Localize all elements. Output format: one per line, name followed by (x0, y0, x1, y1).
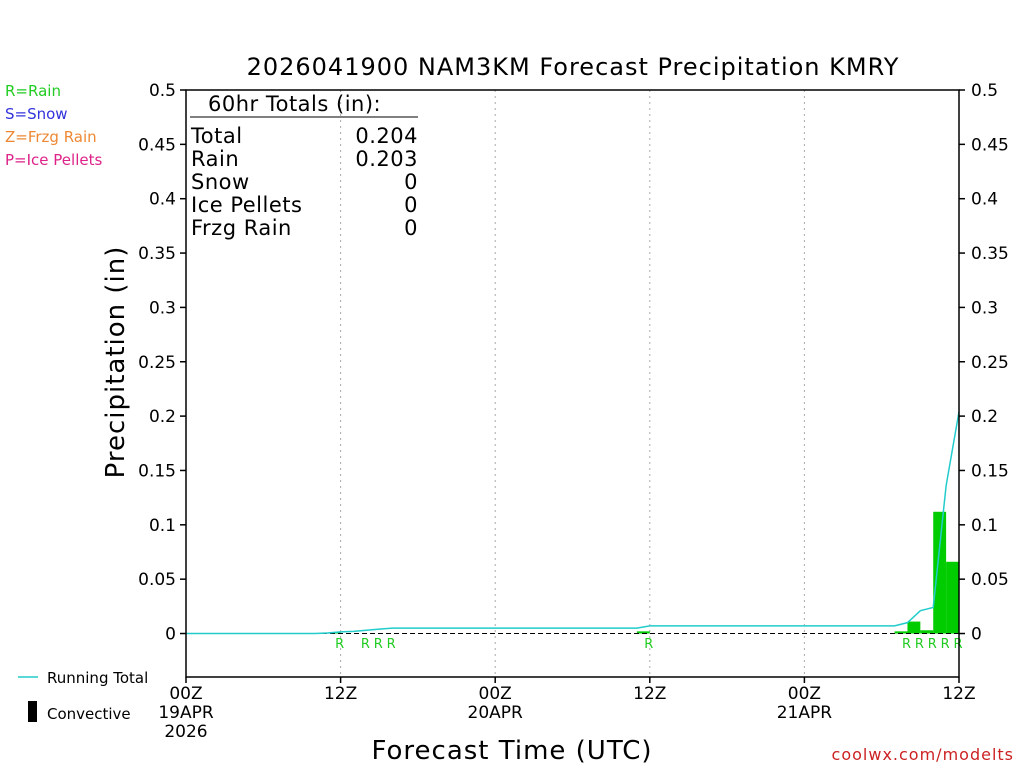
precip-type-legend-entry: Z=Frzg Rain (5, 128, 97, 146)
totals-row-value: 0.204 (355, 124, 418, 148)
precip-type-legend-entry: S=Snow (5, 105, 68, 123)
precip-type-marker: R (928, 637, 937, 652)
precip-type-marker: R (387, 637, 396, 652)
precip-type-marker: R (941, 637, 950, 652)
x-tick-label: 19APR (158, 703, 214, 723)
convective-legend-label: Convective (47, 705, 131, 723)
precip-type-marker: R (374, 637, 383, 652)
y-tick-label-left: 0.25 (138, 353, 176, 373)
precip-bar (894, 631, 908, 634)
y-axis-ticks: 0 00.05 0.050.1 0.10.15 0.150.2 0.20.25 0.250.… (138, 81, 1009, 645)
running-total-legend-label: Running Total (47, 669, 148, 687)
y-axis-label: Precipitation (in) (101, 246, 131, 479)
y-tick-label-right: 0.45 (971, 135, 1009, 155)
y-tick-label-right: 0.25 (971, 353, 1009, 373)
y-tick-label-left: 0.05 (138, 570, 176, 590)
y-tick-label-left: 0.35 (138, 244, 176, 264)
totals-row-value: 0 (404, 193, 418, 217)
x-tick-label: 12Z (324, 684, 357, 704)
precip-type-marker: R (953, 637, 962, 652)
precip-bar (933, 511, 947, 634)
x-axis-label: Forecast Time (UTC) (371, 736, 652, 766)
y-tick-label-left: 0.1 (149, 516, 176, 536)
precip-type-legend-entry: R=Rain (5, 82, 61, 100)
precip-bar (920, 630, 934, 634)
y-tick-label-right: 0.1 (971, 516, 998, 536)
y-tick-label-right: 0.15 (971, 461, 1009, 481)
precip-bar (946, 561, 959, 634)
totals-row-label: Total (190, 124, 243, 148)
series-legend: Running Total Convective (18, 669, 148, 723)
totals-heading: 60hr Totals (in): (208, 92, 381, 116)
plot-frame (185, 89, 960, 678)
precip-type-legend-entry: P=Ice Pellets (5, 151, 102, 169)
running-total-line (186, 411, 960, 635)
x-tick-label: 20APR (468, 703, 524, 723)
precip-type-legend: R=Rain S=Snow Z=Frzg Rain P=Ice Pellets (5, 82, 102, 169)
convective-legend-swatch (28, 701, 37, 722)
precip-type-marker: R (902, 637, 911, 652)
precip-bar (636, 631, 650, 634)
y-tick-label-right: 0.3 (971, 298, 998, 318)
y-tick-label-left: 0.45 (138, 135, 176, 155)
x-tick-label: 12Z (633, 684, 666, 704)
totals-row-value: 0 (404, 216, 418, 240)
y-tick-label-left: 0.3 (149, 298, 176, 318)
y-tick-label-right: 0.05 (971, 570, 1009, 590)
precip-bar (907, 621, 921, 634)
precip-type-marker: R (915, 637, 924, 652)
totals-row-value: 0.203 (355, 147, 418, 171)
y-tick-label-right: 0 (971, 625, 982, 645)
y-tick-label-left: 0.2 (149, 407, 176, 427)
x-tick-label: 2026 (164, 722, 207, 742)
y-tick-label-left: 0.5 (149, 81, 176, 101)
totals-row-label: Frzg Rain (191, 216, 292, 240)
bar-series (327, 511, 959, 634)
y-tick-label-left: 0 (165, 625, 176, 645)
totals-row-value: 0 (404, 170, 418, 194)
y-tick-label-left: 0.15 (138, 461, 176, 481)
y-tick-label-left: 0.4 (149, 190, 176, 210)
totals-row-label: Ice Pellets (191, 193, 302, 217)
running-total-series (186, 411, 960, 635)
x-tick-label: 00Z (169, 684, 202, 704)
credit-text: coolwx.com/modelts (832, 745, 1014, 764)
x-tick-label: 00Z (479, 684, 512, 704)
x-tick-label: 12Z (942, 684, 975, 704)
totals-row-label: Snow (191, 170, 250, 194)
totals-box: 60hr Totals (in): Total 0.204 Rain 0.203 Snow… (190, 92, 418, 240)
precip-type-marker: R (361, 637, 370, 652)
y-tick-label-right: 0.5 (971, 81, 998, 101)
precip-type-marker: R (644, 637, 653, 652)
x-tick-label: 21APR (777, 703, 833, 723)
y-tick-label-right: 0.2 (971, 407, 998, 427)
y-tick-label-right: 0.35 (971, 244, 1009, 264)
chart-title: 2026041900 NAM3KM Forecast Precipitation… (247, 53, 900, 81)
grid-lines (340, 90, 805, 677)
y-tick-label-right: 0.4 (971, 190, 998, 210)
precip-type-marker: R (335, 637, 344, 652)
totals-row-label: Rain (191, 147, 239, 171)
x-tick-label: 00Z (788, 684, 821, 704)
